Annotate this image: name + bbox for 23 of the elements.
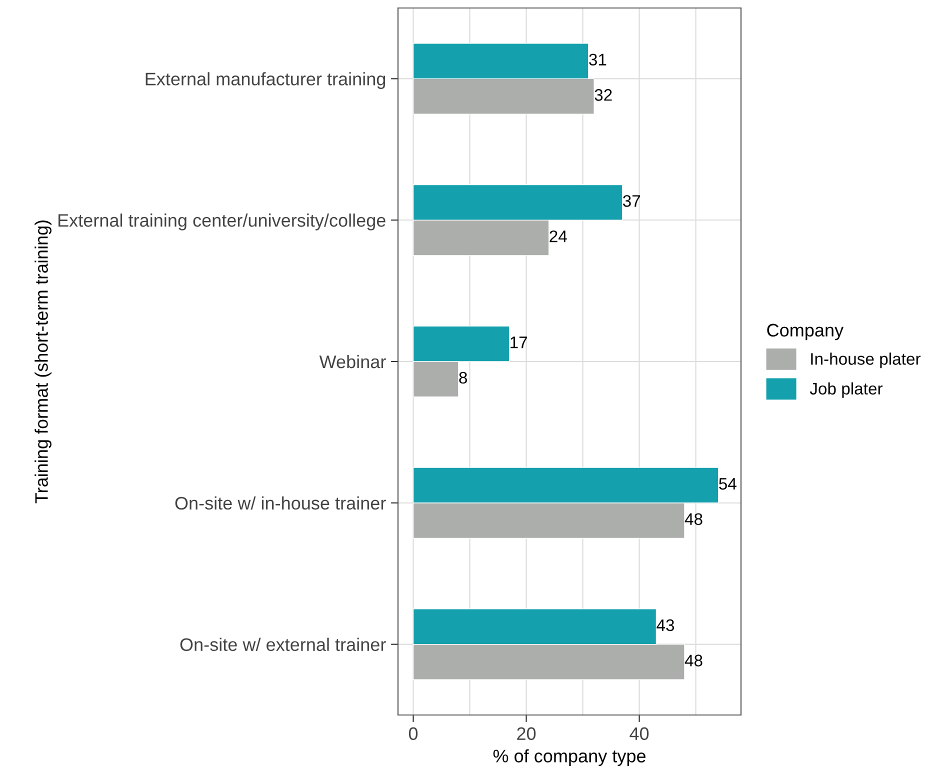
data-label: 48 [684,513,702,526]
data-label: 37 [622,195,640,207]
data-label: 43 [656,619,674,632]
y-tick-label: On-site w/ in-house trainer [175,496,386,510]
legend-label: Job plater [810,382,883,398]
data-label: 48 [684,654,702,666]
legend-title: Company [767,324,844,340]
data-label: 31 [589,54,606,66]
x-axis-title: % of company type [493,749,646,766]
y-tick-label: On-site w/ external trainer [180,638,386,652]
x-tick-label: 40 [630,727,649,740]
x-tick-label: 20 [517,727,536,740]
data-label: 24 [550,230,567,242]
data-label: 32 [594,89,612,101]
data-label: 17 [510,336,528,348]
y-tick-label: Webinar [319,354,386,368]
data-label: 8 [459,372,468,384]
x-tick-label: 0 [408,727,418,740]
data-label: 54 [719,478,736,490]
y-axis-title: Training format (short-term training) [34,220,52,504]
y-tick-label: External manufacturer training [146,72,386,89]
legend-label: In-house plater [811,352,921,368]
y-tick-label: External training center/university/college [58,214,386,230]
